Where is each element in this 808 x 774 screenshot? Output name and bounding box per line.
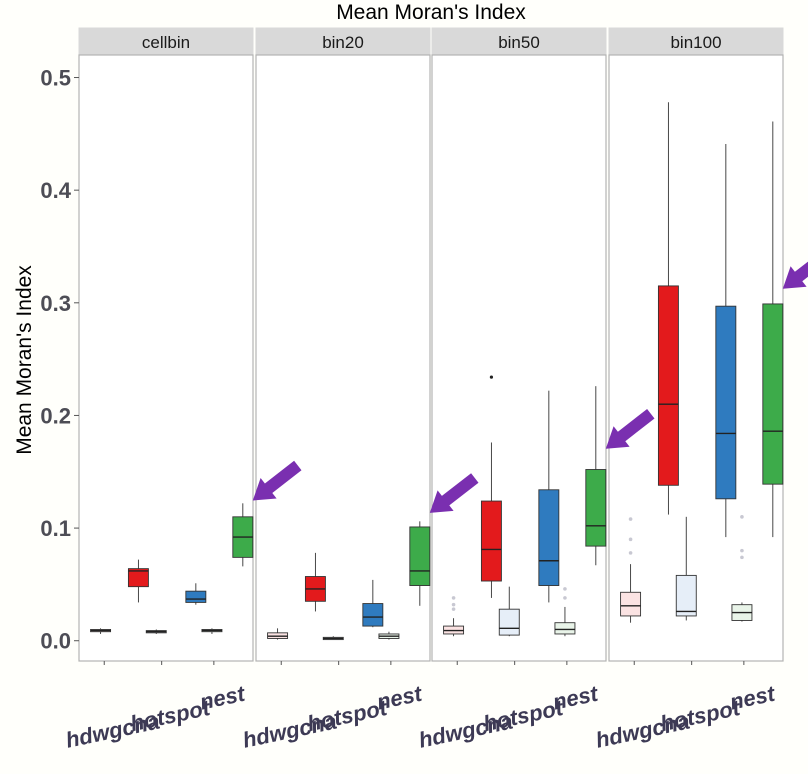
y-tick-label: 0.5	[40, 66, 71, 91]
outlier-point	[740, 515, 744, 519]
box-nest-light	[378, 631, 400, 640]
box-body	[657, 285, 679, 486]
annotation-arrow-bin100	[782, 261, 808, 289]
box-body	[762, 303, 784, 485]
annotation-arrow-bin50	[605, 409, 655, 449]
box-hdwgcna-dark	[304, 552, 326, 612]
outlier-point	[628, 517, 633, 521]
y-tick-label: 0.1	[40, 516, 71, 541]
box-body	[620, 591, 642, 617]
outlier-point	[740, 548, 744, 553]
outlier-point	[563, 587, 567, 591]
box-hotspot-dark	[362, 579, 384, 628]
box-hotspot-light	[675, 516, 697, 621]
facet-panel-bin20: bin20	[255, 27, 431, 665]
box-body	[127, 568, 149, 588]
y-tick-label: 0.2	[40, 403, 71, 428]
facet-panels: cellbin bin20 bin50 bin100	[78, 27, 784, 665]
facet-strip-bin50	[431, 27, 607, 56]
box-hotspot-dark	[185, 583, 207, 605]
box-body	[498, 608, 520, 636]
box-nest-light	[731, 515, 753, 622]
y-tick-label: 0.3	[40, 291, 71, 316]
box-body	[715, 305, 737, 500]
box-body	[480, 500, 502, 582]
box-hotspot-dark	[538, 390, 560, 603]
box-hdwgcna-light	[267, 628, 289, 640]
box-body	[538, 489, 560, 586]
y-tick-label: 0.0	[40, 629, 71, 654]
facet-strip-label-bin20: bin20	[322, 33, 364, 52]
facet-strip-label-cellbin: cellbin	[142, 33, 190, 52]
box-body	[409, 526, 431, 586]
box-nest-dark	[762, 121, 784, 538]
annotation-arrow-cellbin	[252, 460, 302, 501]
facet-panel-bin50: bin50	[431, 27, 607, 665]
panel-frame-cellbin	[78, 54, 254, 662]
box-nest-light	[201, 628, 223, 634]
outlier-point	[451, 602, 456, 607]
box-hdwgcna-dark	[127, 559, 149, 603]
box-hotspot-light	[145, 629, 167, 634]
box-body	[675, 574, 697, 617]
annotation-arrows	[252, 261, 808, 513]
outlier-point	[451, 607, 456, 611]
facet-panel-cellbin: cellbin	[78, 27, 254, 665]
panel-frame-bin100	[608, 54, 784, 662]
box-hdwgcna-light	[443, 596, 465, 637]
annotation-arrow-bin20	[429, 473, 479, 513]
box-body	[554, 622, 576, 635]
box-body	[362, 603, 384, 627]
facet-strip-bin20	[255, 27, 431, 56]
box-hotspot-light	[322, 636, 344, 641]
facet-strip-bin100	[608, 27, 784, 56]
outlier-point	[489, 375, 494, 379]
chart-title: Mean Moran's Index	[336, 1, 526, 24]
box-nest-dark	[585, 386, 607, 566]
box-hdwgcna-light	[620, 517, 642, 623]
y-axis-label: Mean Moran's Index	[13, 265, 36, 455]
outlier-point	[451, 596, 456, 600]
panel-frame-bin50	[431, 54, 607, 662]
y-axis: 0.0 0.1 0.2 0.3 0.4 0.5	[40, 66, 79, 654]
facet-strip-cellbin	[78, 27, 254, 56]
facet-strip-label-bin50: bin50	[498, 33, 540, 52]
facet-panel-bin100: bin100	[608, 27, 784, 665]
facet-strip-label-bin100: bin100	[670, 33, 721, 52]
outlier-point	[563, 596, 567, 600]
box-nest-light	[554, 587, 576, 637]
box-hdwgcna-dark	[657, 102, 679, 515]
box-hotspot-light	[498, 586, 520, 637]
box-hotspot-dark	[715, 143, 737, 538]
outlier-point	[628, 537, 633, 542]
outlier-point	[740, 555, 744, 560]
panel-frame-bin20	[255, 54, 431, 662]
box-body	[185, 590, 207, 603]
outlier-point	[628, 551, 633, 555]
box-hdwgcna-light	[90, 628, 112, 634]
y-tick-label: 0.4	[40, 178, 71, 203]
box-nest-dark	[409, 521, 431, 606]
box-nest-dark	[232, 503, 254, 567]
box-hdwgcna-dark	[480, 375, 502, 598]
box-body	[585, 469, 607, 547]
